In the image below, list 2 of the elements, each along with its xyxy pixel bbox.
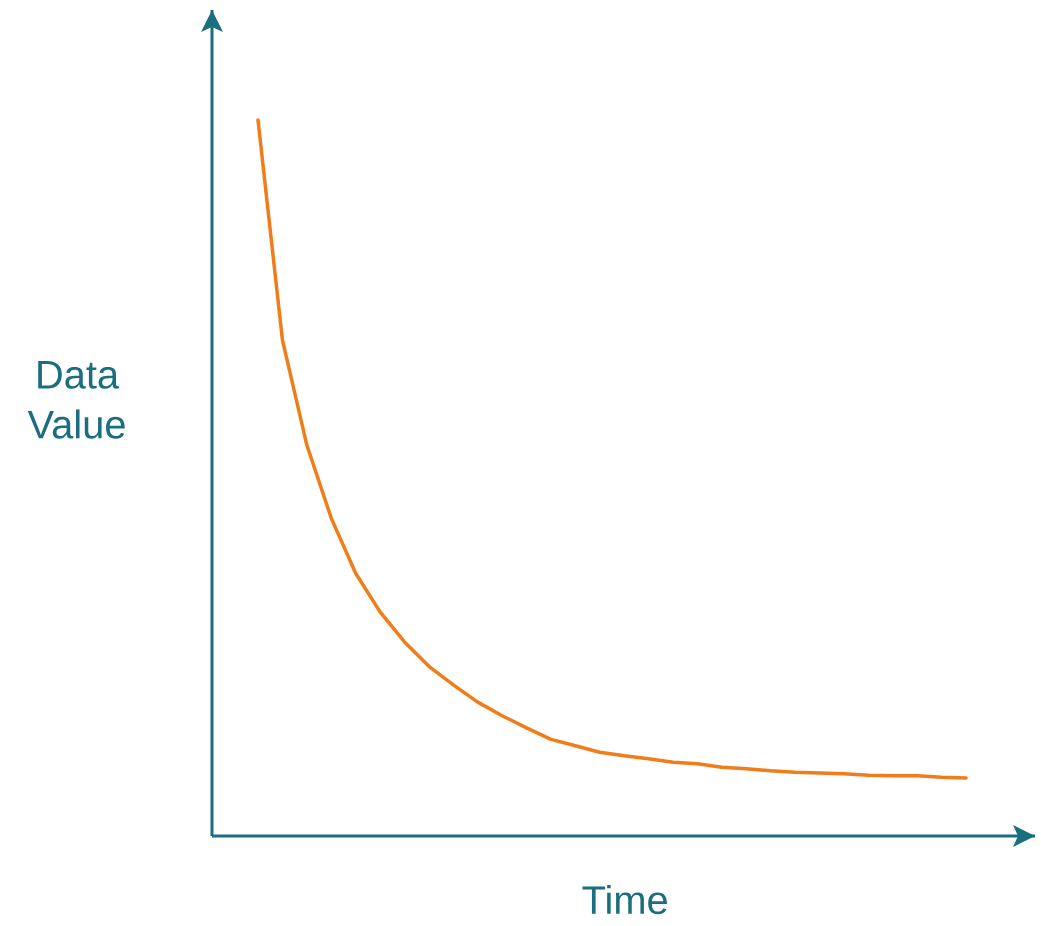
x-axis-title: Time xyxy=(582,884,667,915)
y-axis-title: Data Value xyxy=(27,361,125,439)
